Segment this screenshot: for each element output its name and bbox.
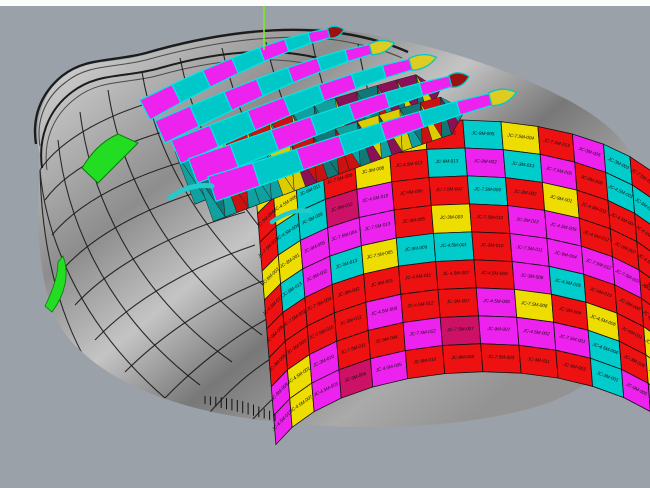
svg-text:JC-3M-010: JC-3M-010 bbox=[480, 242, 504, 248]
svg-text:JC-9M-013: JC-9M-013 bbox=[435, 158, 459, 164]
svg-text:JC-7.5M-002: JC-7.5M-002 bbox=[435, 186, 463, 192]
svg-text:JC-3M-007: JC-3M-007 bbox=[446, 298, 470, 304]
svg-text:JC-9M-007: JC-9M-007 bbox=[486, 326, 510, 332]
svg-text:JC-3M-003: JC-3M-003 bbox=[439, 214, 463, 220]
